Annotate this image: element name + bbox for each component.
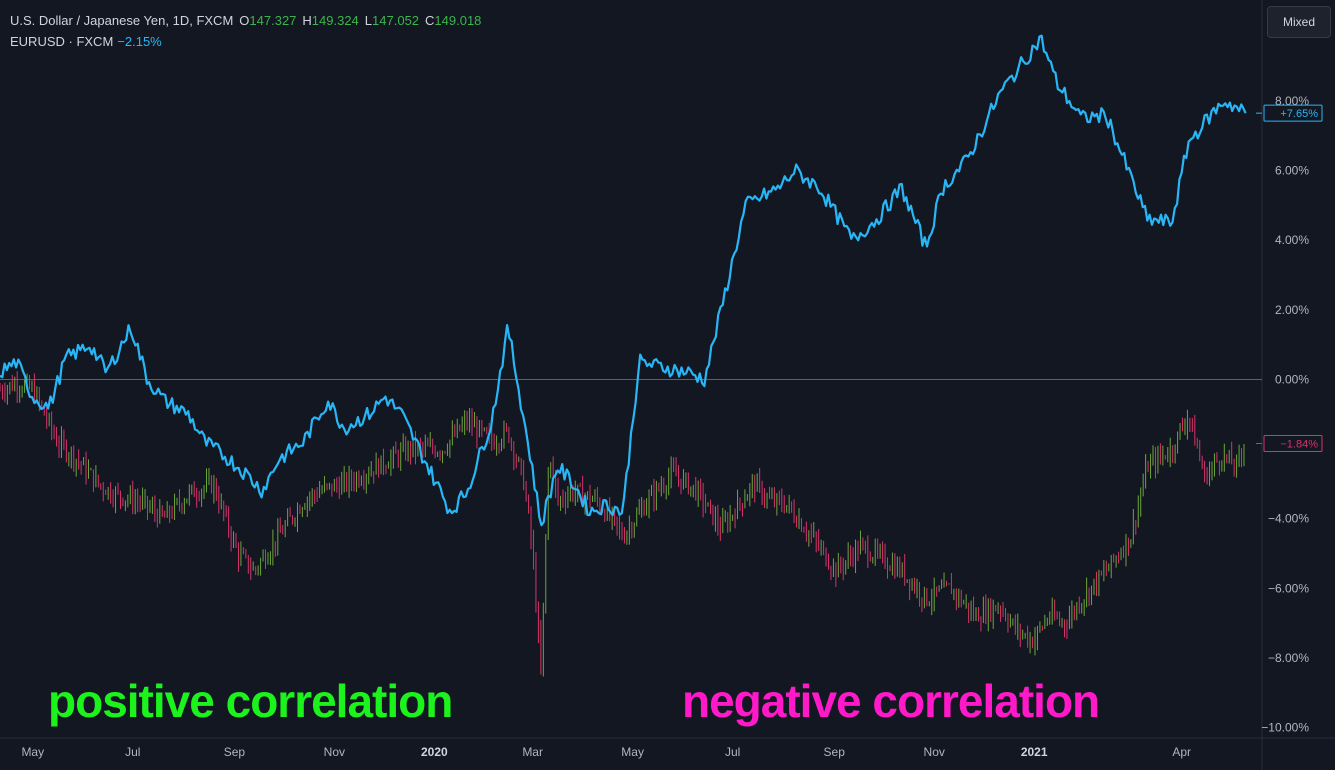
time-tick-label: Nov	[924, 745, 945, 759]
ohlc-last-value-badge-text: −1.84%	[1280, 438, 1318, 450]
price-tick-label: 6.00%	[1275, 164, 1309, 178]
compare-series-legend[interactable]: EURUSD · FXCM −2.15%	[10, 31, 487, 52]
main-series-legend[interactable]: U.S. Dollar / Japanese Yen, 1D, FXCM O147…	[10, 10, 487, 31]
time-tick-label: 2020	[421, 745, 448, 759]
ohlc-last-value-badge-box	[1263, 434, 1323, 452]
time-tick-label: 2021	[1021, 745, 1048, 759]
compare-change: −2.15%	[117, 34, 162, 49]
chart-legend: U.S. Dollar / Japanese Yen, 1D, FXCM O147…	[10, 10, 487, 52]
line-series[interactable]	[0, 34, 1247, 527]
price-tick-label: 8.00%	[1275, 94, 1309, 108]
price-tick-label: −10.00%	[1261, 721, 1309, 735]
ohlc-series[interactable]	[0, 371, 1245, 677]
line-last-value-badge-text: +7.65%	[1280, 108, 1318, 120]
positive-correlation-annotation: positive correlation	[48, 675, 453, 727]
time-tick-label: Jul	[725, 745, 740, 759]
price-axis[interactable]: 8.00% 6.00% 4.00% 2.00% 0.00% −4.00% −6.00% −8.…	[1256, 94, 1323, 735]
price-tick-label: −8.00%	[1268, 651, 1309, 665]
time-tick-label: Nov	[324, 745, 345, 759]
low-value: 147.052	[372, 13, 420, 28]
compare-symbol[interactable]: EURUSD · FXCM	[10, 34, 114, 49]
time-axis[interactable]: May Jul Sep Nov 2020 Mar May Jul Sep Nov 2021 Apr	[21, 745, 1191, 759]
time-tick-label: Sep	[224, 745, 246, 759]
time-tick-label: Apr	[1172, 745, 1191, 759]
time-tick-label: Jul	[125, 745, 140, 759]
ohlc-last-value-badge: −1.84%	[1256, 434, 1323, 452]
close-label: C	[425, 13, 435, 28]
low-label: L	[364, 13, 373, 28]
time-tick-label: May	[21, 745, 44, 759]
close-value: 149.018	[434, 13, 482, 28]
time-tick-label: May	[621, 745, 644, 759]
price-tick-label: 4.00%	[1275, 233, 1309, 247]
time-tick-label: Mar	[522, 745, 543, 759]
open-label: O	[239, 13, 250, 28]
scale-mode-button[interactable]: Mixed	[1267, 6, 1331, 38]
negative-correlation-annotation: negative correlation	[682, 675, 1100, 727]
open-value: 147.327	[249, 13, 297, 28]
price-tick-label: 2.00%	[1275, 303, 1309, 317]
line-last-value-badge-box	[1263, 104, 1323, 122]
symbol-title[interactable]: U.S. Dollar / Japanese Yen, 1D, FXCM	[10, 13, 234, 28]
price-tick-label: −6.00%	[1268, 581, 1309, 595]
time-tick-label: Sep	[824, 745, 846, 759]
price-tick-label: −4.00%	[1268, 512, 1309, 526]
line-last-value-badge: +7.65%	[1256, 104, 1323, 122]
price-tick-label: 0.00%	[1275, 372, 1309, 386]
high-label: H	[302, 13, 312, 28]
high-value: 149.324	[311, 13, 359, 28]
